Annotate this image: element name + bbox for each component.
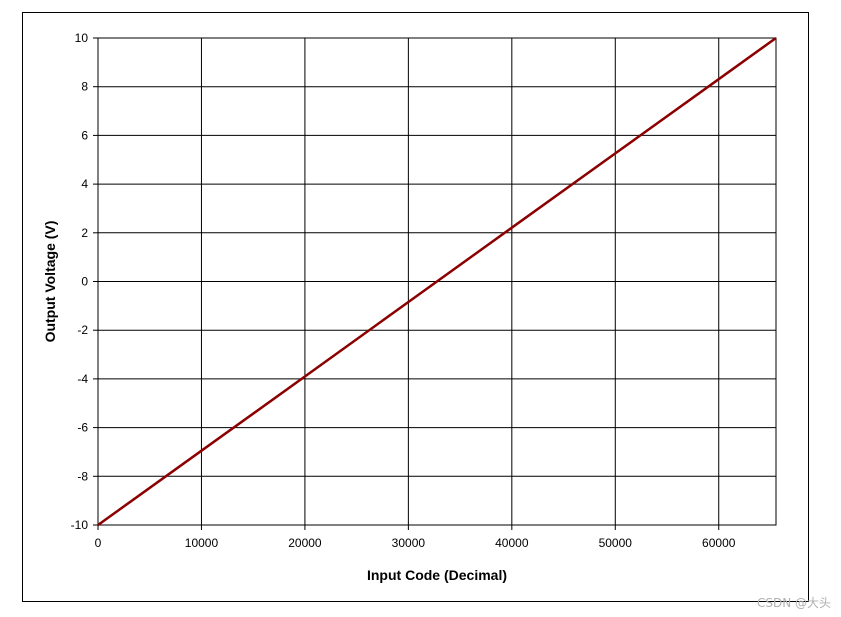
y-tick-label: -8 <box>77 469 88 483</box>
y-tick-label: 2 <box>81 226 88 240</box>
y-tick-label: -4 <box>77 372 88 386</box>
grid-lines <box>97 37 777 526</box>
y-tick-label: -6 <box>77 421 88 435</box>
series-line <box>97 36 777 527</box>
y-tick-label: -10 <box>71 518 89 532</box>
x-tick-label: 50000 <box>599 536 633 550</box>
x-tick-label: 30000 <box>392 536 426 550</box>
y-tick-label: 8 <box>81 80 88 94</box>
y-tick-labels: 10 8 6 4 2 0 -2 -4 -6 -8 -10 <box>71 31 98 532</box>
x-tick-label: 0 <box>95 536 102 550</box>
x-tick-label: 10000 <box>185 536 219 550</box>
watermark-text: CSDN @大头 <box>756 596 831 610</box>
y-tick-label: 6 <box>81 128 88 142</box>
chart-frame <box>22 12 809 602</box>
x-tick-label: 20000 <box>288 536 322 550</box>
y-tick-label: 10 <box>75 31 89 45</box>
x-axis-title: Input Code (Decimal) <box>367 567 507 583</box>
y-tick-label: -2 <box>77 323 88 337</box>
y-axis-title: Output Voltage (V) <box>42 221 58 343</box>
y-tick-label: 0 <box>81 275 88 289</box>
x-tick-label: 60000 <box>702 536 736 550</box>
y-tick-label: 4 <box>81 177 88 191</box>
series-group <box>97 36 777 527</box>
x-tick-label: 40000 <box>495 536 529 550</box>
x-tick-labels: 0 10000 20000 30000 40000 50000 60000 <box>95 525 736 550</box>
